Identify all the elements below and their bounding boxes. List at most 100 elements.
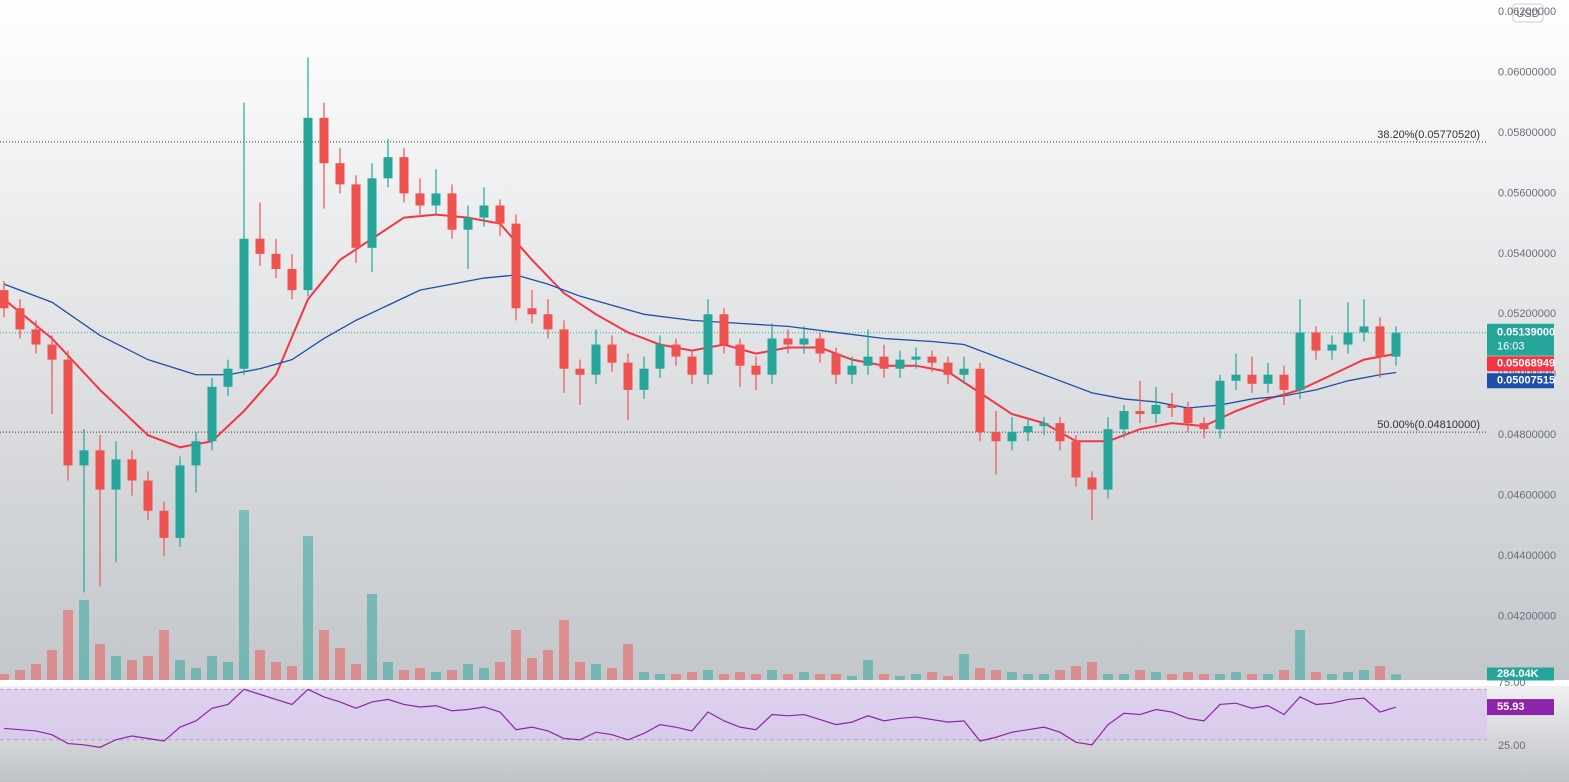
volume-bar	[1087, 662, 1097, 680]
volume-bar	[255, 650, 265, 680]
price-badge-box	[1487, 323, 1554, 356]
candle-body	[751, 365, 761, 375]
volume-bar	[639, 672, 649, 680]
volume-bar	[1199, 674, 1209, 680]
volume-bar	[271, 662, 281, 680]
candle-body	[1151, 404, 1161, 415]
candle-body	[1295, 332, 1305, 390]
volume-bar	[655, 674, 665, 680]
volume-bar	[1167, 674, 1177, 680]
volume-bar	[735, 672, 745, 680]
volume-bar	[63, 610, 73, 680]
volume-bar	[1071, 666, 1081, 680]
candle-body	[63, 359, 73, 466]
volume-bar	[1103, 674, 1113, 680]
candle-body	[895, 359, 905, 369]
volume-bar	[559, 620, 569, 680]
ma-badge-box	[1487, 373, 1554, 389]
y-tick-label: 0.06000000	[1498, 66, 1556, 78]
candle-body	[767, 338, 777, 375]
volume-bar	[479, 668, 489, 680]
candle-body	[175, 465, 185, 538]
volume-bar	[447, 670, 457, 680]
candle-body	[1375, 326, 1385, 357]
candle-body	[1247, 374, 1257, 384]
volume-bar	[1279, 670, 1289, 680]
candle-body	[271, 253, 281, 269]
candle-body	[975, 368, 985, 433]
rsi-badge: 55.93	[1497, 701, 1525, 713]
candle-body	[1183, 408, 1193, 424]
volume-bar	[1183, 672, 1193, 680]
volume-bar	[0, 674, 9, 680]
candle-body	[335, 163, 345, 185]
candle-body	[1231, 374, 1241, 381]
fib-label: 50.00%(0.04810000)	[1377, 419, 1480, 431]
candle-body	[1087, 477, 1097, 490]
candle-body	[815, 338, 825, 354]
volume-bar	[1119, 674, 1129, 680]
candle-body	[351, 184, 361, 248]
candle-body	[559, 329, 569, 369]
volume-bar	[527, 658, 537, 680]
candle-body	[1199, 423, 1209, 430]
candle-body	[527, 308, 537, 315]
candle-body	[383, 157, 393, 179]
candle-body	[191, 441, 201, 466]
candle-body	[879, 356, 889, 369]
volume-bar	[751, 674, 761, 680]
volume-bar	[47, 650, 57, 680]
volume-bar	[943, 676, 953, 680]
candle-body	[991, 432, 1001, 442]
volume-bar	[1055, 670, 1065, 680]
volume-bar	[191, 668, 201, 680]
candle-body	[591, 344, 601, 375]
candle-body	[1343, 332, 1353, 345]
volume-bar	[399, 670, 409, 680]
volume-bar	[575, 662, 585, 680]
volume-bar	[1359, 670, 1369, 680]
volume-bar	[1023, 674, 1033, 680]
candle-body	[143, 480, 153, 511]
candle-body	[479, 205, 489, 218]
volume-badge: 284.04K	[1497, 668, 1539, 680]
volume-bar	[1311, 672, 1321, 680]
candle-body	[79, 450, 89, 466]
currency-box[interactable]	[1512, 3, 1544, 23]
candle-body	[607, 344, 617, 363]
volume-bar	[287, 666, 297, 680]
candle-body	[671, 344, 681, 357]
volume-bar	[703, 670, 713, 680]
y-tick-label: 0.05200000	[1498, 308, 1556, 320]
moving-average	[3, 274, 1397, 409]
volume-bar	[31, 664, 41, 680]
volume-bar	[687, 672, 697, 680]
volume-badge-box	[1487, 667, 1554, 681]
candle-body	[511, 223, 521, 309]
volume-bar	[991, 670, 1001, 680]
candle-body	[463, 217, 473, 230]
candle-body	[927, 356, 937, 363]
volume-bar	[303, 536, 313, 680]
y-tick-label: 0.04600000	[1498, 490, 1556, 502]
candle-body	[639, 368, 649, 390]
candle-body	[127, 459, 137, 481]
volume-bar	[1391, 674, 1401, 680]
candle-body	[543, 314, 553, 330]
volume-bar	[159, 630, 169, 680]
candle-body	[207, 386, 217, 442]
candle-body	[1103, 429, 1113, 490]
volume-bar	[543, 650, 553, 680]
volume-bar	[719, 674, 729, 680]
candle-body	[1071, 441, 1081, 478]
candle-body	[1263, 374, 1273, 384]
volume-bar	[607, 668, 617, 680]
volume-bar	[671, 674, 681, 680]
volume-bar	[95, 644, 105, 680]
volume-bar	[351, 664, 361, 680]
volume-bar	[1375, 666, 1385, 680]
y-tick-label: 0.05600000	[1498, 187, 1556, 199]
candle-body	[223, 368, 233, 387]
candle-body	[0, 290, 9, 309]
